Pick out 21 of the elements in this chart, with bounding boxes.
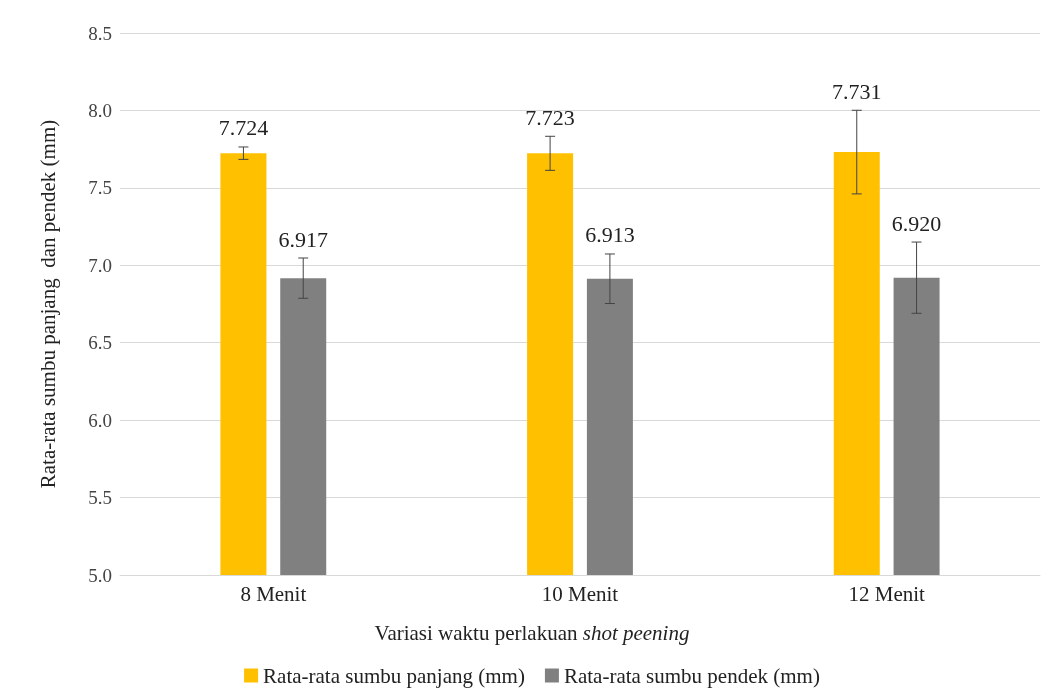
data-label: 7.723 (525, 104, 575, 130)
data-label: 6.920 (891, 210, 942, 236)
y-tick-label: 5.5 (88, 487, 112, 509)
y-tick-label: 8.0 (88, 99, 112, 121)
y-tick-label: 8.5 (88, 22, 112, 44)
x-axis-title: Variasi waktu perlakuan shot peening (374, 620, 690, 645)
x-tick-label: 8 Menit (240, 581, 307, 606)
y-tick-label: 7.5 (88, 177, 112, 199)
data-label: 6.917 (278, 226, 328, 252)
legend-label: Rata-rata sumbu pendek (mm) (563, 663, 820, 688)
data-label: 7.724 (218, 115, 269, 141)
x-tick-label: 10 Menit (541, 581, 619, 606)
y-tick-label: 5.0 (88, 564, 112, 586)
x-tick-label: 12 Menit (848, 581, 926, 606)
data-label: 6.913 (585, 222, 635, 248)
legend-label: Rata-rata sumbu panjang (mm) (263, 663, 525, 688)
data-label: 7.731 (832, 78, 882, 104)
y-tick-label: 6.0 (88, 409, 112, 431)
y-tick-label: 7.0 (88, 254, 112, 276)
y-axis-title: Rata-rata sumbu panjang dan pendek (mm) (35, 119, 60, 489)
y-tick-label: 6.5 (88, 332, 112, 354)
